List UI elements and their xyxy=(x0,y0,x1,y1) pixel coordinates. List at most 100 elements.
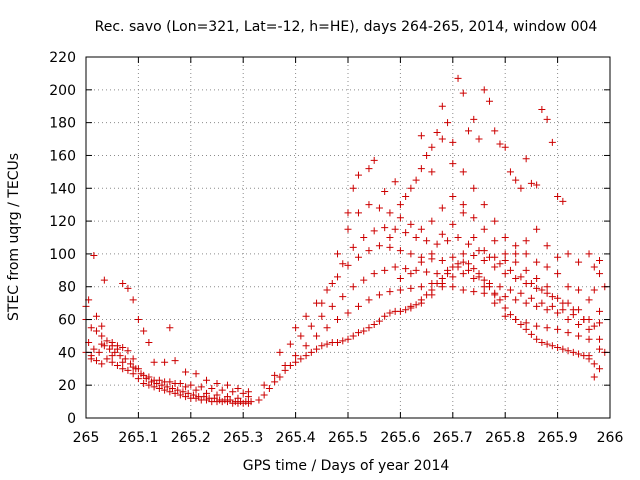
data-point xyxy=(113,361,121,369)
data-point xyxy=(281,361,289,369)
data-point xyxy=(590,263,598,271)
data-point xyxy=(354,302,362,310)
data-point xyxy=(113,342,121,350)
data-point xyxy=(307,322,315,330)
data-point xyxy=(265,384,273,392)
data-point xyxy=(334,250,342,258)
data-point xyxy=(465,266,473,274)
data-point xyxy=(239,389,247,397)
data-point xyxy=(223,393,231,401)
data-point xyxy=(559,299,567,307)
data-point xyxy=(354,209,362,217)
data-point xyxy=(538,286,546,294)
data-point xyxy=(506,168,514,176)
data-point xyxy=(103,337,111,345)
data-point xyxy=(260,391,268,399)
data-point xyxy=(163,383,171,391)
x-axis-label: GPS time / Days of year 2014 xyxy=(243,458,450,474)
data-point xyxy=(522,319,530,327)
data-point xyxy=(438,230,446,238)
data-point xyxy=(396,275,404,283)
y-tick-label: 220 xyxy=(49,50,76,66)
data-point xyxy=(491,299,499,307)
data-point xyxy=(292,352,300,360)
data-point xyxy=(255,396,263,404)
data-point xyxy=(470,214,478,222)
data-point xyxy=(438,256,446,264)
data-point xyxy=(512,275,520,283)
x-tick-label: 265.1 xyxy=(118,430,158,446)
data-point xyxy=(192,386,200,394)
data-point xyxy=(590,360,598,368)
y-tick-label: 80 xyxy=(58,280,76,296)
data-point xyxy=(480,256,488,264)
data-point xyxy=(402,192,410,200)
data-point xyxy=(386,309,394,317)
data-point xyxy=(449,192,457,200)
data-point xyxy=(92,327,100,335)
y-tick-label: 20 xyxy=(58,378,76,394)
data-point xyxy=(407,250,415,258)
data-point xyxy=(491,127,499,135)
data-point xyxy=(554,192,562,200)
data-point xyxy=(428,279,436,287)
data-point xyxy=(543,306,551,314)
data-point xyxy=(292,358,300,366)
data-point xyxy=(323,324,331,332)
data-point xyxy=(182,368,190,376)
x-tick-label: 265.9 xyxy=(538,430,578,446)
data-point xyxy=(480,201,488,209)
data-point xyxy=(396,214,404,222)
data-point xyxy=(184,389,192,397)
data-point xyxy=(449,138,457,146)
data-point xyxy=(161,358,169,366)
data-point xyxy=(276,373,284,381)
data-point xyxy=(129,370,137,378)
data-point xyxy=(517,184,525,192)
data-point xyxy=(344,261,352,269)
data-point xyxy=(98,340,106,348)
data-point xyxy=(365,165,373,173)
data-point xyxy=(465,240,473,248)
data-point xyxy=(596,365,604,373)
data-point xyxy=(134,375,142,383)
data-point xyxy=(501,256,509,264)
data-point xyxy=(328,279,336,287)
data-point xyxy=(213,380,221,388)
data-point xyxy=(412,301,420,309)
data-point xyxy=(168,384,176,392)
data-point xyxy=(396,286,404,294)
data-point xyxy=(554,253,562,261)
data-point xyxy=(313,345,321,353)
data-point xyxy=(318,299,326,307)
data-point xyxy=(470,252,478,260)
data-point xyxy=(480,276,488,284)
data-point xyxy=(506,286,514,294)
data-point xyxy=(470,275,478,283)
data-point xyxy=(417,132,425,140)
data-point xyxy=(129,355,137,363)
data-point xyxy=(339,293,347,301)
data-point xyxy=(339,260,347,268)
data-point xyxy=(444,119,452,127)
data-point xyxy=(98,360,106,368)
data-point xyxy=(417,258,425,266)
data-point xyxy=(517,320,525,328)
data-point xyxy=(381,266,389,274)
data-point xyxy=(465,260,473,268)
data-point xyxy=(417,225,425,233)
data-point xyxy=(585,296,593,304)
data-point xyxy=(174,386,182,394)
data-point xyxy=(459,270,467,278)
data-point xyxy=(92,312,100,320)
data-point xyxy=(396,307,404,315)
data-point xyxy=(517,289,525,297)
data-point xyxy=(370,156,378,164)
y-axis-label: STEC from uqrg / TECUs xyxy=(6,153,22,321)
data-point xyxy=(459,250,467,258)
data-point xyxy=(533,322,541,330)
data-point xyxy=(438,283,446,291)
data-point xyxy=(140,327,148,335)
data-point xyxy=(564,329,572,337)
data-point xyxy=(538,106,546,114)
